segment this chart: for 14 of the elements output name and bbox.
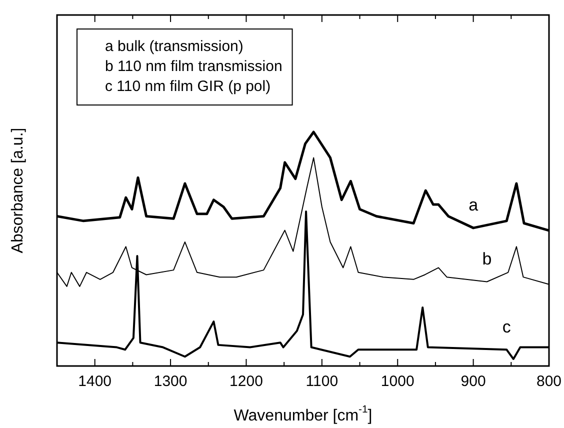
x-tick-label: 1200 xyxy=(230,373,263,390)
x-tick-label: 900 xyxy=(460,373,486,390)
text: b 110 nm film transmission xyxy=(105,58,282,76)
x-tick-label: 1300 xyxy=(154,373,188,390)
series-label: c xyxy=(502,317,512,336)
x-tick-label: 1400 xyxy=(78,373,112,390)
x-tick-label: 1100 xyxy=(306,373,338,390)
series-label: b xyxy=(482,249,492,268)
x-tick-label: 1000 xyxy=(380,373,414,390)
series-label: a xyxy=(468,196,479,215)
text: c 110 nm film GIR (p pol) xyxy=(105,78,271,96)
text: a bulk (transmission) xyxy=(105,38,244,56)
x-tick-label: 800 xyxy=(536,373,562,390)
y-axis-title: Absorbance [a.u.] xyxy=(9,128,26,254)
